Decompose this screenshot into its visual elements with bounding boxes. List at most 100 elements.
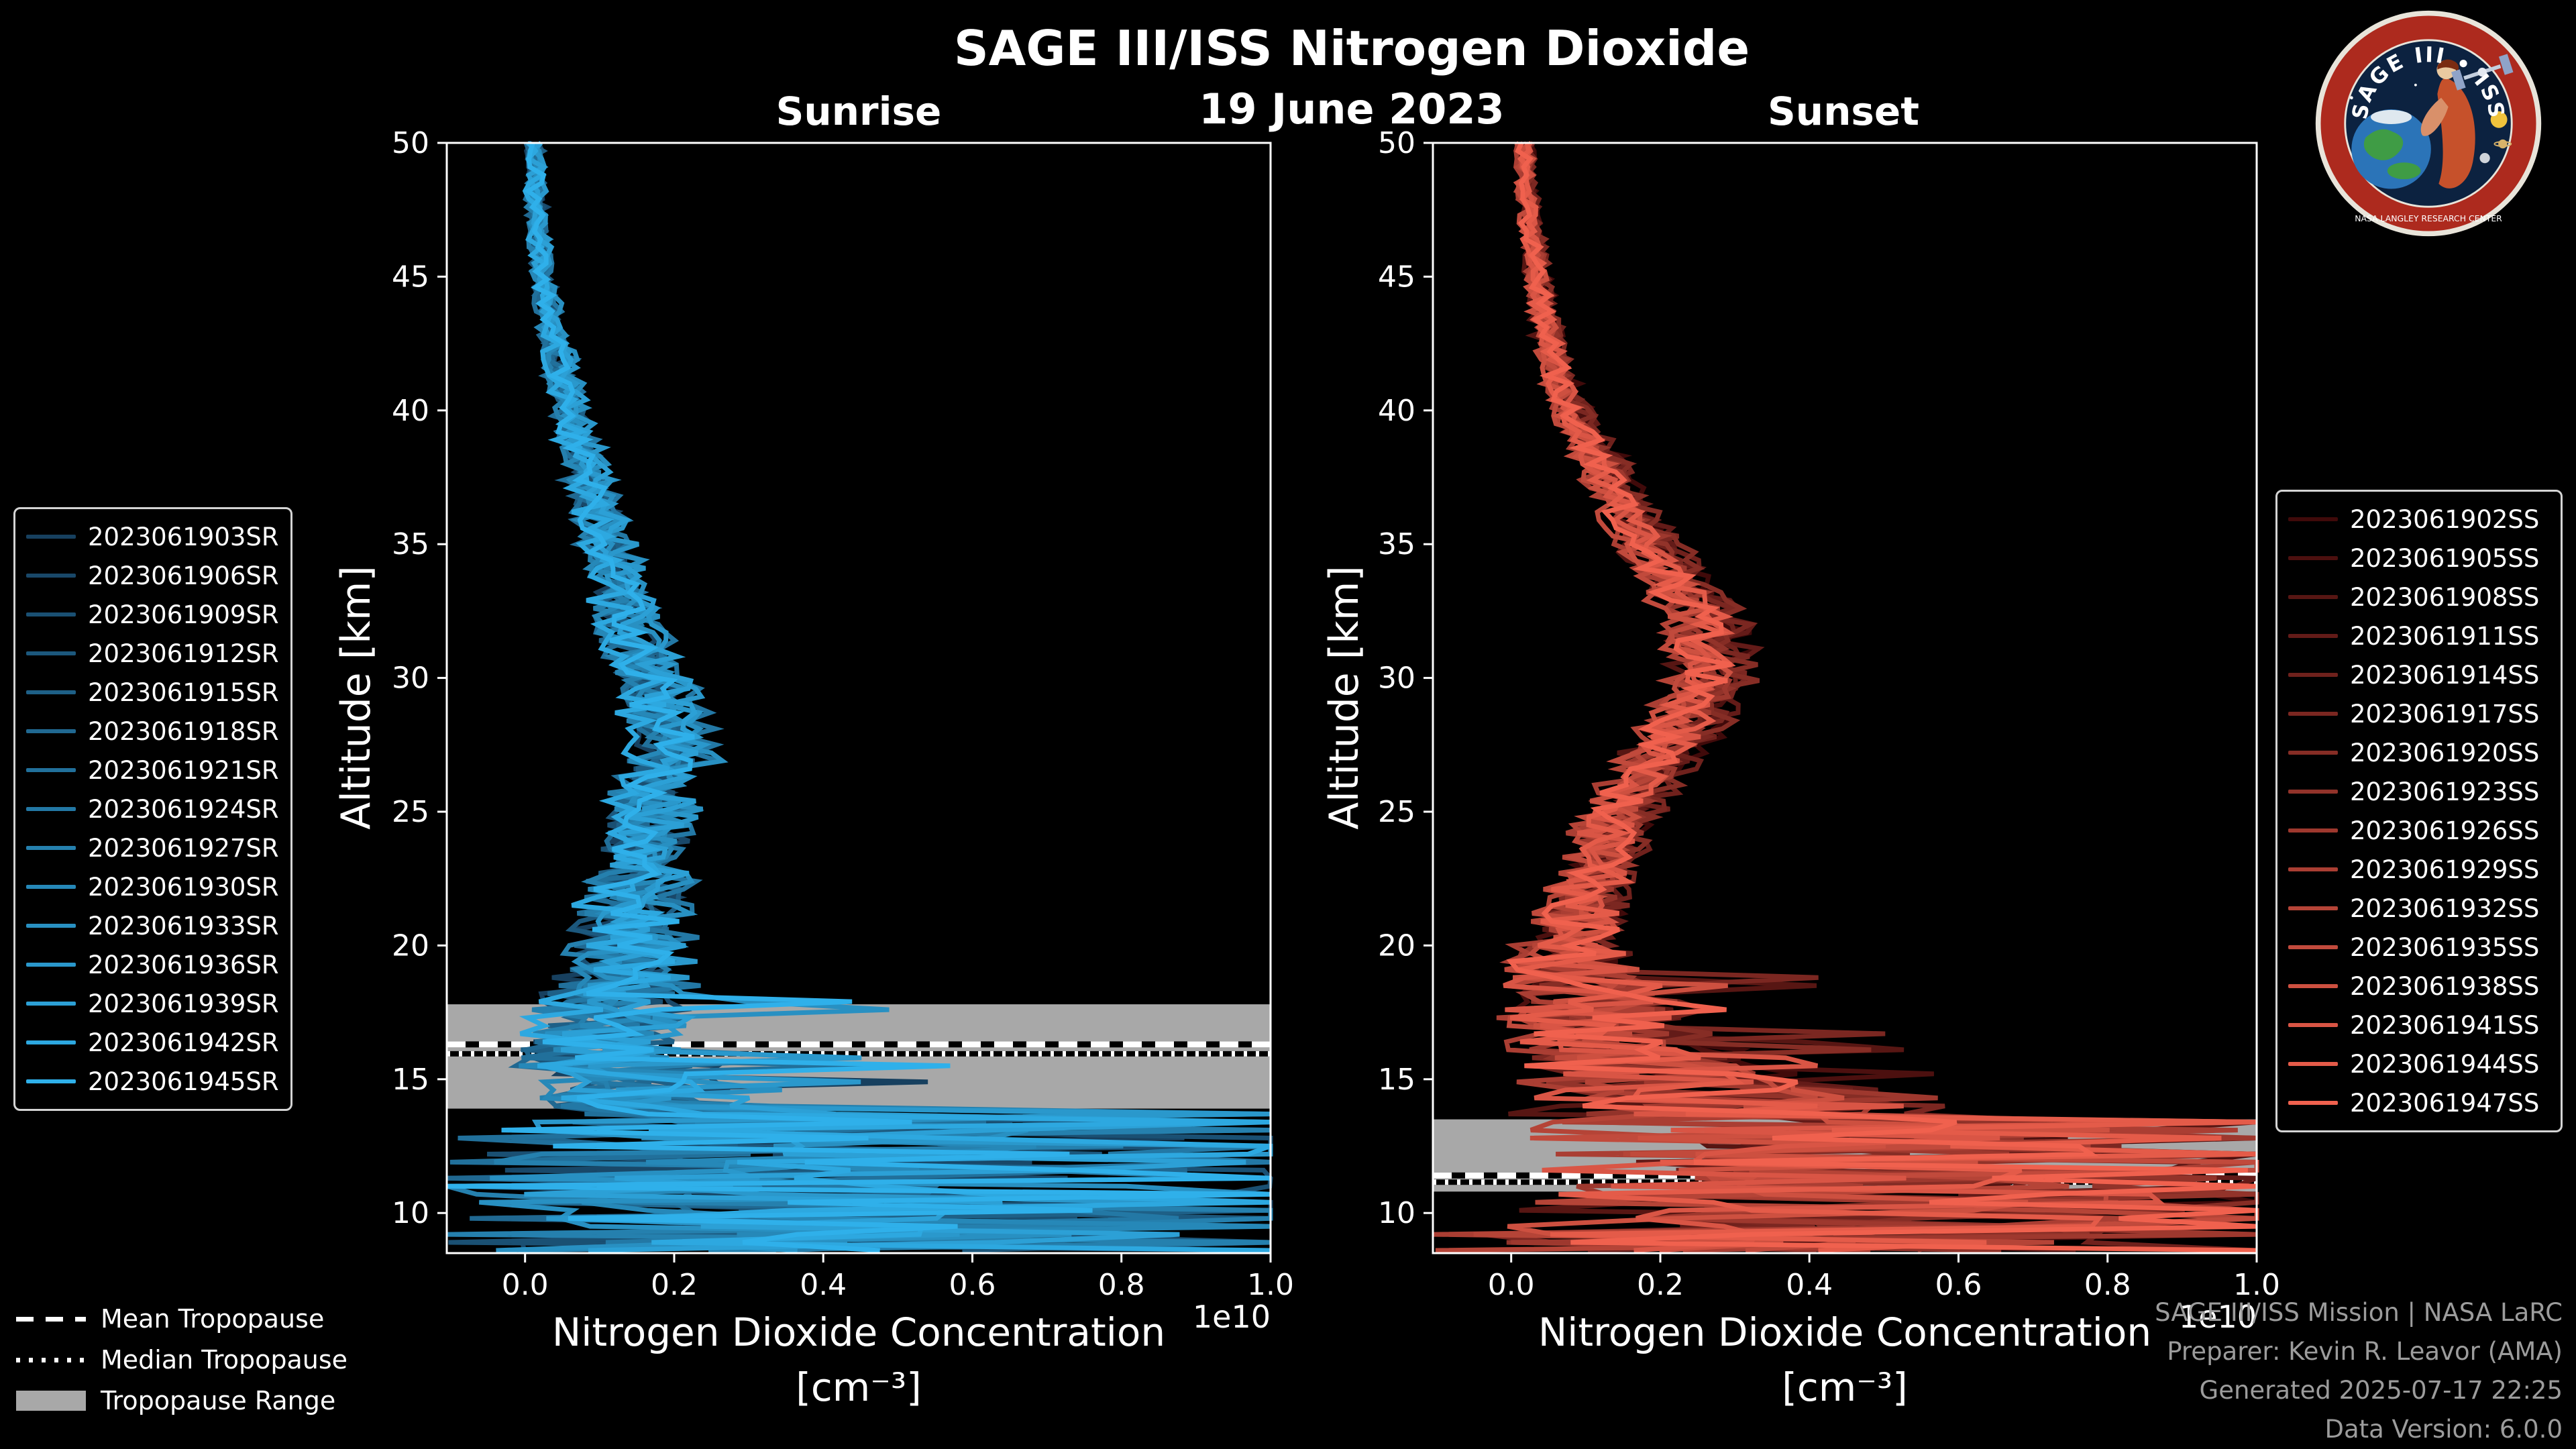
legend-label: 2023061920SS [2350, 738, 2540, 767]
legend-line-swatch [26, 924, 76, 928]
sunrise-y-axis-label: Altitude [km] [333, 566, 380, 830]
legend-label: 2023061926SS [2350, 816, 2540, 845]
y-tick-label: 50 [392, 126, 429, 160]
sunset-plot: 0.0 0.2 0.4 0.6 0.8 1.0 10 15 20 25 30 35 40 45 50 [1378, 126, 2280, 1302]
legend-line-swatch [26, 690, 76, 694]
y-tick-label: 20 [392, 928, 429, 963]
legend-line-swatch [2288, 595, 2338, 599]
legend-label: 2023061929SS [2350, 855, 2540, 884]
legend-line-swatch [26, 651, 76, 655]
axes-frame [1432, 142, 2258, 1254]
legend-item: 2023061929SS [2288, 850, 2550, 889]
legend-line-swatch [2288, 906, 2338, 910]
legend-line-swatch [26, 1040, 76, 1044]
legend-label: 2023061918SR [88, 716, 279, 746]
legend-label: 2023061902SS [2350, 504, 2540, 534]
legend-label: 2023061923SS [2350, 777, 2540, 806]
legend-line-swatch [2288, 751, 2338, 755]
legend-label: 2023061939SR [88, 989, 279, 1018]
dashed-line-swatch [16, 1316, 86, 1322]
legend-label: 2023061933SR [88, 911, 279, 941]
legend-line-swatch [26, 846, 76, 850]
legend-line-swatch [2288, 1062, 2338, 1066]
x-tick-label: 0.4 [1786, 1268, 1833, 1302]
legend-label: 2023061947SS [2350, 1088, 2540, 1118]
legend-item: 2023061908SS [2288, 578, 2550, 616]
sunset-x-axis-label: Nitrogen Dioxide Concentration [1538, 1309, 2152, 1355]
legend-item: 2023061902SS [2288, 500, 2550, 539]
sunset-x-offset-label: 1e10 [2178, 1299, 2257, 1335]
legend-item: 2023061906SR [26, 556, 280, 595]
sunset-y-axis-label: Altitude [km] [1321, 566, 1368, 830]
y-tick-label: 15 [1378, 1063, 1415, 1097]
legend-label: 2023061941SS [2350, 1010, 2540, 1040]
legend-line-swatch [26, 1002, 76, 1006]
legend-label: 2023061924SR [88, 794, 279, 824]
legend-label: 2023061911SS [2350, 621, 2540, 651]
median-tropopause-label: Median Tropopause [101, 1345, 347, 1375]
y-tick-label: 35 [1378, 527, 1415, 561]
dotted-line-swatch [16, 1357, 86, 1362]
median-tropopause-legend-item: Median Tropopause [16, 1345, 347, 1375]
legend-line-swatch [26, 612, 76, 616]
legend-label: 2023061914SS [2350, 660, 2540, 690]
legend-item: 2023061926SS [2288, 811, 2550, 850]
footer-mission: SAGE III/ISS Mission | NASA LaRC [2155, 1298, 2563, 1327]
logo-planet-ring [2493, 141, 2512, 147]
legend-line-swatch [2288, 828, 2338, 833]
footer-data-version: Data Version: 6.0.0 [2324, 1415, 2563, 1444]
legend-line-swatch [2288, 867, 2338, 871]
legend-label: 2023061936SR [88, 950, 279, 979]
logo-bottom-text: NASA LANGLEY RESEARCH CENTER [2355, 213, 2502, 223]
legend-item: 2023061933SR [26, 906, 280, 945]
y-tick-label: 25 [392, 795, 429, 829]
axes-frame [445, 142, 1272, 1254]
x-tick-label: 0.8 [2084, 1268, 2131, 1302]
legend-line-swatch [2288, 712, 2338, 716]
y-tick-label: 45 [392, 260, 429, 294]
x-tick-label: 0.8 [1098, 1268, 1145, 1302]
x-tick-label: 0.2 [1637, 1268, 1684, 1302]
y-tick-label: 15 [392, 1063, 429, 1097]
legend-item: 2023061930SR [26, 867, 280, 906]
legend-line-swatch [26, 885, 76, 889]
x-tick-label: 0.6 [1935, 1268, 1982, 1302]
y-tick-label: 10 [1378, 1196, 1415, 1230]
sunset-legend: 2023061902SS 2023061905SS 2023061908SS 2023… [2275, 490, 2563, 1132]
sunrise-x-axis-label: Nitrogen Dioxide Concentration [551, 1309, 1166, 1355]
y-tick-label: 45 [1378, 260, 1415, 294]
x-tick-label: 0.0 [502, 1268, 549, 1302]
footer-generated: Generated 2025-07-17 22:25 [2199, 1376, 2563, 1405]
mission-logo: SAGE III • ISS NASA LANGLEY RESEARCH CEN… [2315, 10, 2542, 237]
legend-label: 2023061944SS [2350, 1049, 2540, 1079]
logo-earth-continent [2363, 129, 2404, 160]
x-tick-label: 0.0 [1488, 1268, 1535, 1302]
legend-label: 2023061942SR [88, 1028, 279, 1057]
page-title: SAGE III/ISS Nitrogen Dioxide [953, 20, 1750, 76]
legend-label: 2023061909SR [88, 600, 279, 629]
legend-line-swatch [2288, 984, 2338, 988]
legend-line-swatch [2288, 634, 2338, 638]
legend-label: 2023061912SR [88, 639, 279, 668]
profile-line-2023061930SR [518, 142, 1271, 1253]
legend-item: 2023061914SS [2288, 655, 2550, 694]
sunrise-x-offset-label: 1e10 [1192, 1299, 1271, 1335]
legend-label: 2023061927SR [88, 833, 279, 863]
logo-planet [2498, 139, 2508, 149]
x-tick-label: 1.0 [2233, 1268, 2280, 1302]
legend-item: 2023061917SS [2288, 694, 2550, 733]
legend-line-swatch [26, 1079, 76, 1083]
legend-line-swatch [2288, 517, 2338, 521]
legend-line-swatch [26, 768, 76, 772]
legend-line-swatch [26, 729, 76, 733]
legend-item: 2023061920SS [2288, 733, 2550, 772]
sunrise-plot: 0.0 0.2 0.4 0.6 0.8 1.0 10 15 20 25 30 35 40 45 50 [392, 126, 1294, 1302]
tropopause-range-label: Tropopause Range [101, 1386, 336, 1415]
sunrise-legend: 2023061903SR 2023061906SR 2023061909SR 2023… [13, 507, 292, 1111]
legend-line-swatch [2288, 556, 2338, 560]
sunrise-x-axis-units: [cm⁻³] [796, 1364, 922, 1410]
legend-line-swatch [2288, 673, 2338, 677]
legend-label: 2023061945SR [88, 1067, 279, 1096]
logo-iss [2451, 54, 2514, 91]
